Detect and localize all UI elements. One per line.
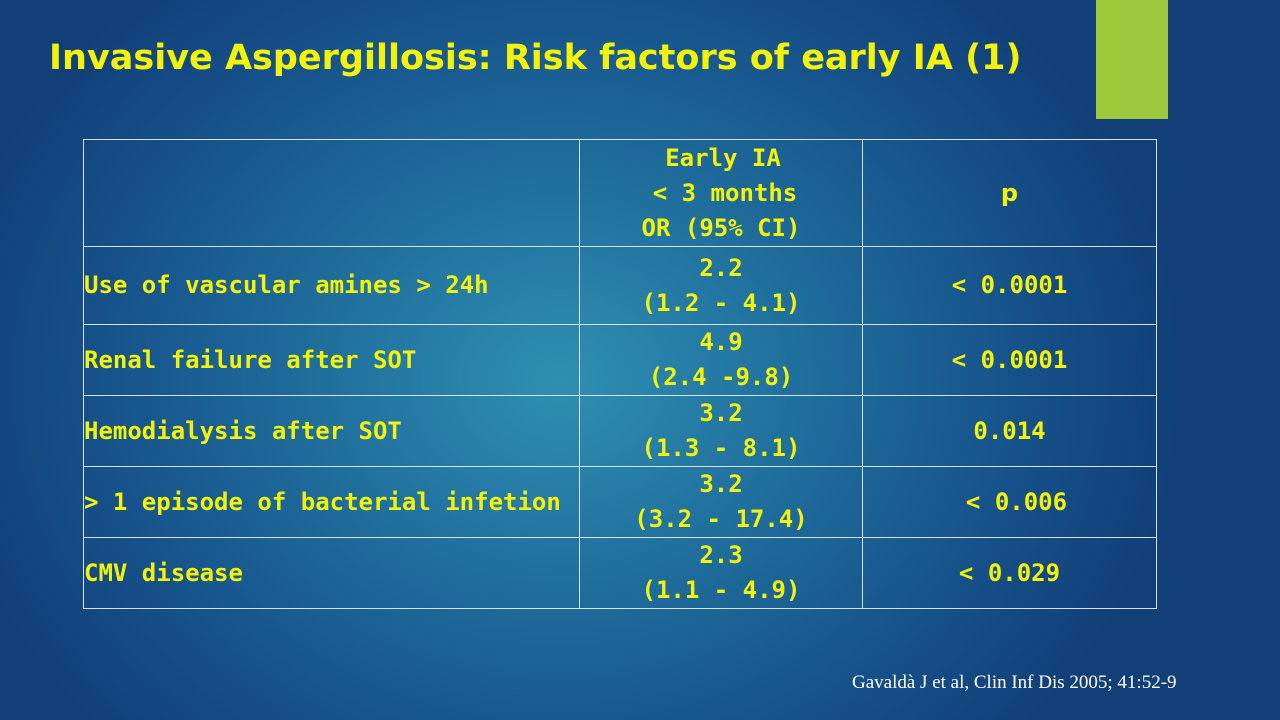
- ci-value: (1.3 - 8.1): [641, 434, 801, 462]
- p-value-cell: < 0.029: [862, 537, 1157, 609]
- or-value: 3.2: [699, 399, 743, 427]
- or-cell: 2.3 (1.1 - 4.9): [579, 537, 863, 609]
- ci-value: (2.4 -9.8): [648, 363, 794, 391]
- or-cell: 3.2 (1.3 - 8.1): [579, 395, 863, 467]
- header-or-line3: OR (95% CI): [641, 213, 801, 242]
- ci-value: (1.2 - 4.1): [641, 288, 801, 317]
- header-p-cell: p: [862, 139, 1157, 247]
- p-value-cell: 0.014: [862, 395, 1157, 467]
- p-value-cell: < 0.006: [862, 466, 1157, 538]
- or-value: 2.3: [699, 541, 743, 569]
- table-row: Renal failure after SOT 4.9 (2.4 -9.8) <…: [83, 324, 1157, 396]
- header-factor-cell: [83, 139, 580, 247]
- p-value-cell: < 0.0001: [862, 324, 1157, 396]
- p-value-cell: < 0.0001: [862, 246, 1157, 325]
- header-or-cell: Early IA < 3 months OR (95% CI): [579, 139, 863, 247]
- factor-cell: Hemodialysis after SOT: [83, 395, 580, 467]
- or-value: 2.2: [699, 253, 743, 282]
- accent-bar: [1096, 0, 1168, 119]
- table-row: > 1 episode of bacterial infetion 3.2 (3…: [83, 466, 1157, 538]
- citation: Gavaldà J et al, Clin Inf Dis 2005; 41:5…: [852, 672, 1177, 693]
- or-cell: 3.2 (3.2 - 17.4): [579, 466, 863, 538]
- table-row: Hemodialysis after SOT 3.2 (1.3 - 8.1) 0…: [83, 395, 1157, 467]
- risk-factors-table: Early IA < 3 months OR (95% CI) p Use of…: [83, 139, 1157, 609]
- or-cell: 4.9 (2.4 -9.8): [579, 324, 863, 396]
- ci-value: (1.1 - 4.9): [641, 576, 801, 604]
- or-value: 3.2: [699, 470, 743, 498]
- factor-cell: Use of vascular amines > 24h: [83, 246, 580, 325]
- factor-cell: Renal failure after SOT: [83, 324, 580, 396]
- or-cell: 2.2 (1.2 - 4.1): [579, 246, 863, 325]
- table-row: CMV disease 2.3 (1.1 - 4.9) < 0.029: [83, 537, 1157, 609]
- slide-title: Invasive Aspergillosis: Risk factors of …: [49, 38, 1022, 78]
- factor-cell: CMV disease: [83, 537, 580, 609]
- factor-cell: > 1 episode of bacterial infetion: [83, 466, 580, 538]
- ci-value: (3.2 - 17.4): [634, 505, 808, 533]
- header-or-line1: Early IA: [665, 143, 781, 172]
- or-value: 4.9: [699, 328, 743, 356]
- header-or-line2: < 3 months: [652, 178, 798, 207]
- table-header-row: Early IA < 3 months OR (95% CI) p: [83, 139, 1157, 247]
- table-row: Use of vascular amines > 24h 2.2 (1.2 - …: [83, 246, 1157, 325]
